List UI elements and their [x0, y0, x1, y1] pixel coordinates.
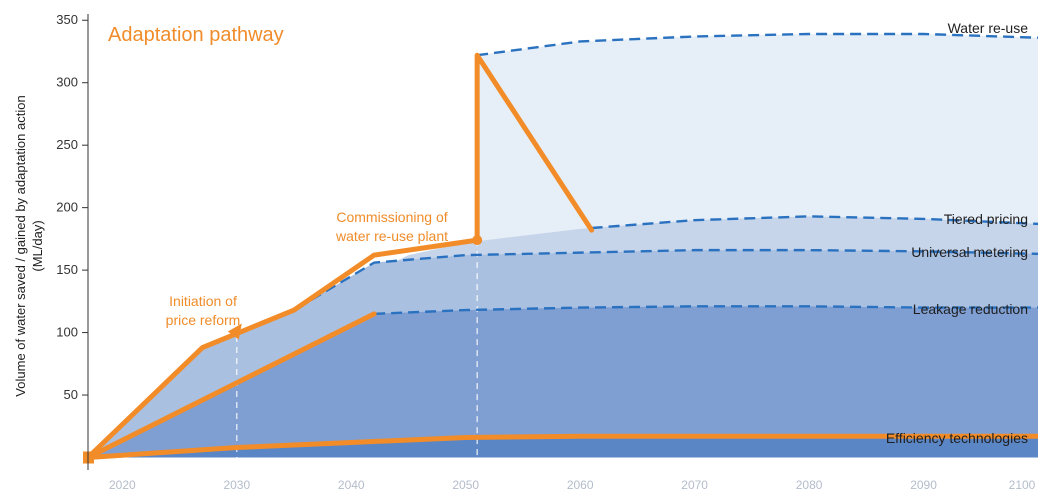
x-tick-label: 2030	[223, 478, 250, 492]
y-tick-label: 100	[56, 325, 78, 340]
series-label: Leakage reduction	[913, 301, 1028, 317]
x-tick-label: 2090	[910, 478, 937, 492]
x-tick-label: 2080	[796, 478, 823, 492]
commissioning-marker	[472, 235, 483, 246]
series-label: Tiered pricing	[944, 211, 1028, 227]
annotation-text: price reform	[166, 312, 241, 328]
series-label: Universal metering	[911, 244, 1028, 260]
y-tick-label: 150	[56, 262, 78, 277]
x-tick-label: 2100	[1009, 478, 1036, 492]
x-tick-label: 2070	[681, 478, 708, 492]
band-leakage-reduction	[88, 306, 1038, 458]
x-tick-label: 2050	[452, 478, 479, 492]
x-ticks: 2020 2030 2040 2050 2060 2070 2080 2090 2100	[109, 478, 1036, 492]
y-tick-label: 50	[64, 387, 78, 402]
dashed-line-water-re-use	[476, 32, 1038, 57]
annotation-text: Commissioning of	[336, 209, 447, 225]
annotation-text: water re-use plant	[335, 228, 448, 244]
y-tick-label: 300	[56, 75, 78, 90]
pathway-leakage-line	[85, 311, 377, 461]
pathway-main-line	[85, 52, 595, 461]
dashed-line-tiered-pricing	[591, 215, 1038, 230]
y-axis-label-line2: (ML/day)	[30, 220, 45, 271]
x-tick-label: 2020	[109, 478, 136, 492]
dashed-line-leakage-reduction	[374, 305, 1038, 316]
y-axis-label-line1: Volume of water saved / gained by adapta…	[13, 95, 28, 396]
y-ticks: 50 100 150 200 250 300 350	[56, 12, 88, 402]
area-bands	[88, 33, 1038, 458]
axes: 50 100 150 200 250 300 350 2020 2030 2040 2050 206…	[56, 12, 1035, 492]
series-label: Efficiency technologies	[886, 430, 1028, 446]
pathway-lines	[83, 52, 1038, 464]
annotations: Initiation of price reform Commissioning o…	[166, 209, 448, 328]
pathway-efficiency-line	[85, 433, 1038, 461]
series-labels: Water re-use Tiered pricing Universal mete…	[886, 20, 1028, 446]
annotation-text: Initiation of	[169, 293, 237, 309]
y-tick-label: 250	[56, 137, 78, 152]
y-tick-label: 200	[56, 200, 78, 215]
price-reform-arrow-marker	[227, 323, 242, 340]
series-label: Water re-use	[948, 20, 1029, 36]
y-tick-label: 350	[56, 12, 78, 27]
x-tick-label: 2060	[567, 478, 594, 492]
chart-title: Adaptation pathway	[108, 24, 284, 46]
x-tick-label: 2040	[338, 478, 365, 492]
band-efficiency-technologies	[88, 436, 1038, 458]
